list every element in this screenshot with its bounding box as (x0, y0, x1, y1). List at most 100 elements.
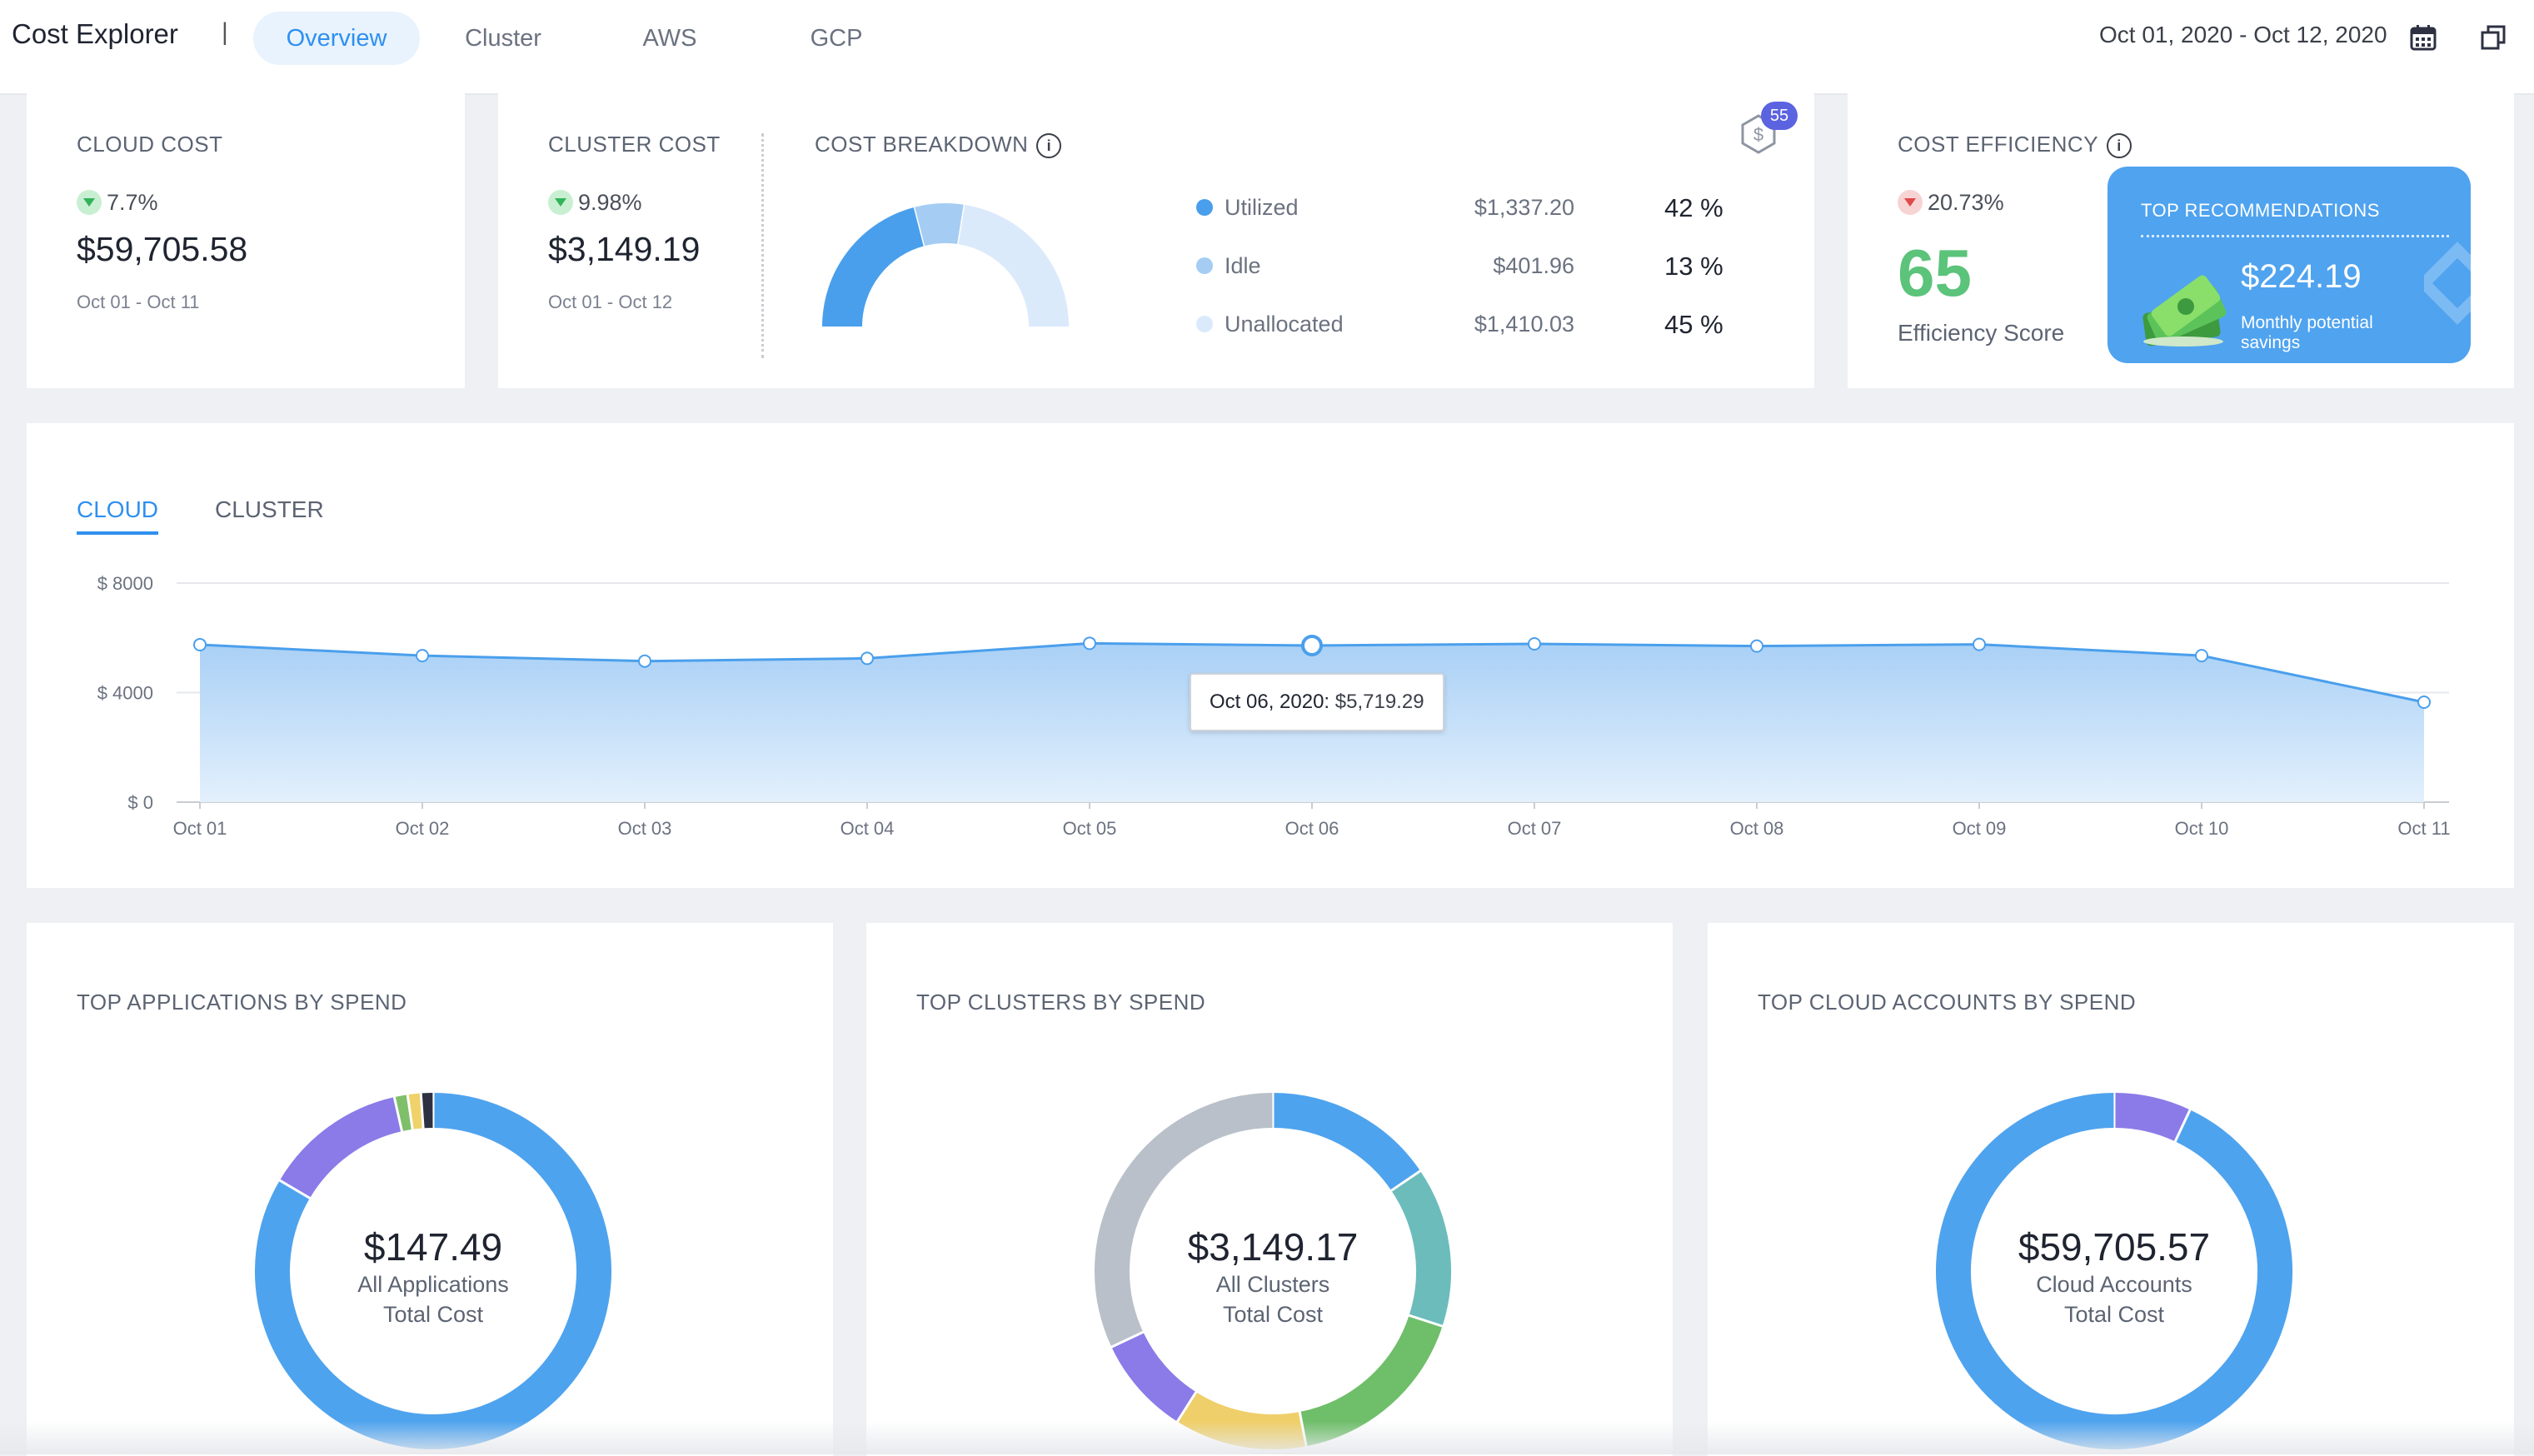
divider (761, 133, 764, 358)
tab-cluster-chart[interactable]: CLUSTER (215, 496, 324, 523)
cluster-cost-trend: 9.98% (548, 190, 642, 217)
data-point[interactable] (1084, 637, 1095, 649)
cluster-cost-title: CLUSTER COST (548, 132, 721, 157)
clusters-label: All Clusters (1131, 1269, 1414, 1299)
recommendations-value: $224.19 (2241, 258, 2362, 296)
badge[interactable]: $ 55 (1738, 102, 1799, 152)
money-icon (2137, 275, 2229, 350)
donut-segment[interactable] (295, 1114, 397, 1189)
x-tick-label: Oct 08 (1730, 818, 1784, 839)
divider (2141, 235, 2449, 237)
data-point[interactable] (1973, 639, 1985, 651)
clusters-donut-center: $3,149.17 All Clusters Total Cost (1131, 1224, 1414, 1329)
tab-cluster[interactable]: Cluster (420, 12, 586, 65)
x-tick-label: Oct 04 (841, 818, 895, 839)
donut-segment[interactable] (2114, 1110, 2182, 1125)
data-point[interactable] (1303, 636, 1321, 655)
info-icon[interactable]: i (1036, 133, 1061, 158)
cloud-cost-value: $59,705.58 (77, 230, 247, 269)
cloud-cost-title: CLOUD COST (77, 132, 222, 157)
donut-segment[interactable] (1273, 1110, 1405, 1180)
x-tick-label: Oct 02 (396, 818, 450, 839)
efficiency-trend: 20.73% (1898, 190, 2004, 217)
info-icon[interactable]: i (2107, 133, 2132, 158)
x-tick-label: Oct 09 (1953, 818, 2007, 839)
accounts-label: Cloud Accounts (1973, 1269, 2256, 1299)
applications-donut-center: $147.49 All Applications Total Cost (292, 1224, 575, 1329)
data-point[interactable] (417, 650, 428, 661)
cloud-cost-date: Oct 01 - Oct 11 (77, 292, 200, 313)
top-applications-title: TOP APPLICATIONS BY SPEND (77, 990, 407, 1015)
data-point[interactable] (194, 639, 206, 651)
date-range[interactable]: Oct 01, 2020 - Oct 12, 2020 (2099, 22, 2387, 48)
legend-dot (1196, 199, 1213, 216)
scroll-fade (0, 1421, 2534, 1454)
data-point[interactable] (1529, 638, 1540, 650)
x-tick-label: Oct 06 (1285, 818, 1339, 839)
chart-tooltip: Oct 06, 2020: $5,719.29 (1190, 673, 1444, 731)
tooltip-value: $5,719.29 (1335, 691, 1424, 713)
title-separator: | (222, 18, 228, 47)
legend-dot (1196, 257, 1213, 274)
calendar-icon[interactable] (2409, 23, 2437, 52)
legend-item-utilized: Utilized (1196, 195, 1299, 221)
badge-count: 55 (1761, 102, 1798, 130)
y-tick-label: $ 4000 (97, 683, 153, 704)
cost-breakdown-gauge (816, 192, 1100, 342)
data-point[interactable] (639, 656, 651, 667)
applications-sublabel: Total Cost (292, 1299, 575, 1329)
x-tick-label: Oct 05 (1063, 818, 1117, 839)
x-tick-label: Oct 03 (618, 818, 672, 839)
y-tick-label: $ 0 (127, 792, 153, 813)
cluster-cost-date: Oct 01 - Oct 12 (548, 292, 672, 313)
trend-down-icon (77, 190, 102, 215)
cloud-cost-card: CLOUD COST 7.7% $59,705.58 Oct 01 - Oct … (27, 93, 465, 388)
legend-value: $401.96 (1463, 253, 1574, 279)
legend-value: $1,337.20 (1463, 195, 1574, 221)
donut-segment[interactable] (410, 1111, 422, 1113)
data-point[interactable] (2418, 696, 2430, 708)
efficiency-score-label: Efficiency Score (1898, 320, 2064, 347)
recommendations-subtitle: Monthly potential savings (2241, 313, 2424, 353)
tab-gcp[interactable]: GCP (753, 12, 920, 65)
data-point[interactable] (2196, 650, 2207, 661)
x-tick-label: Oct 10 (2175, 818, 2229, 839)
x-tick-label: Oct 07 (1508, 818, 1562, 839)
top-recommendations-card[interactable]: TOP RECOMMENDATIONS $224.19 Monthly pote… (2108, 167, 2471, 363)
cluster-cost-value: $3,149.19 (548, 230, 700, 269)
clusters-total: $3,149.17 (1131, 1224, 1414, 1269)
legend-value: $1,410.03 (1463, 312, 1574, 337)
donut-segment[interactable] (1304, 1321, 1426, 1429)
donut-segment[interactable] (398, 1112, 410, 1114)
legend-percent: 45 % (1664, 310, 1723, 340)
legend-percent: 13 % (1664, 252, 1723, 282)
svg-text:$: $ (1753, 124, 1763, 145)
top-clusters-title: TOP CLUSTERS BY SPEND (916, 990, 1205, 1015)
data-point[interactable] (861, 652, 873, 664)
accounts-total: $59,705.57 (1973, 1224, 2256, 1269)
donut-segment[interactable] (1128, 1340, 1187, 1407)
tab-cloud[interactable]: CLOUD (77, 496, 158, 535)
tab-overview[interactable]: Overview (253, 12, 420, 65)
applications-label: All Applications (292, 1269, 575, 1299)
window-icon[interactable] (2481, 25, 2506, 50)
trend-down-icon (1898, 190, 1923, 215)
gauge-segment-idle (920, 223, 961, 227)
accounts-sublabel: Total Cost (1973, 1299, 2256, 1329)
ribbon-icon (2424, 242, 2471, 342)
y-tick-label: $ 8000 (97, 573, 153, 594)
gauge-segment-unallocated (961, 225, 1049, 327)
data-point[interactable] (1751, 641, 1763, 652)
recommendations-title: TOP RECOMMENDATIONS (2141, 200, 2380, 222)
tooltip-date: Oct 06, 2020: (1210, 691, 1329, 713)
top-bar: Cost Explorer | Overview Cluster AWS GCP… (0, 0, 2534, 95)
app-title: Cost Explorer (12, 18, 178, 50)
applications-total: $147.49 (292, 1224, 575, 1269)
x-tick-label: Oct 11 (2397, 818, 2450, 839)
legend-dot (1196, 316, 1213, 332)
legend-item-unallocated: Unallocated (1196, 312, 1344, 337)
tab-aws[interactable]: AWS (586, 12, 753, 65)
x-tick-label: Oct 01 (173, 818, 227, 839)
